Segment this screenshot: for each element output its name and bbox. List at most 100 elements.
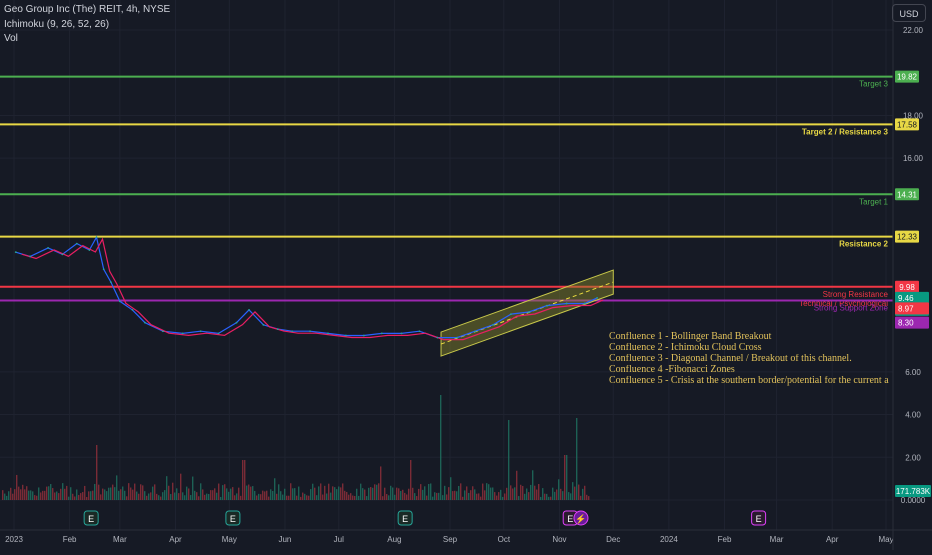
x-tick-label: Feb bbox=[63, 535, 77, 544]
volume-bar bbox=[460, 483, 462, 500]
volume-bar bbox=[264, 491, 266, 500]
volume-bar bbox=[312, 483, 314, 500]
volume-bar bbox=[244, 460, 246, 500]
volume-bar bbox=[544, 493, 546, 500]
price-tag bbox=[895, 316, 929, 329]
volume-bar bbox=[504, 493, 506, 500]
event-marker-label: E bbox=[402, 514, 408, 524]
volume-bar bbox=[526, 488, 528, 500]
volume-bar bbox=[178, 493, 180, 500]
currency-button[interactable]: USD bbox=[892, 4, 926, 22]
volume-bar bbox=[164, 490, 166, 500]
horizontal-levels: Target 3 Target 2 / Resistance 3 Target 1 R… bbox=[0, 75, 893, 312]
volume-bar bbox=[512, 488, 514, 500]
price-point bbox=[583, 302, 586, 305]
volume-bar bbox=[24, 489, 26, 500]
volume-bar bbox=[162, 492, 164, 500]
earnings-markers: E E E E ⚡ E bbox=[83, 510, 767, 526]
volume-bar bbox=[576, 418, 578, 500]
volume-bar bbox=[382, 496, 384, 500]
volume-bar bbox=[452, 491, 454, 500]
volume-bar bbox=[94, 483, 96, 500]
volume-bar bbox=[458, 485, 460, 500]
volume-bar bbox=[282, 494, 284, 500]
volume-bar bbox=[372, 487, 374, 500]
volume-bar bbox=[456, 491, 458, 500]
volume-bar bbox=[362, 488, 364, 500]
volume-bar bbox=[294, 488, 296, 500]
volume-bar bbox=[276, 493, 278, 500]
volume-bar bbox=[462, 496, 464, 500]
volume-bar bbox=[50, 484, 52, 500]
volume-bar bbox=[200, 483, 202, 500]
volume-bar bbox=[60, 488, 62, 500]
volume-label[interactable]: Vol bbox=[4, 33, 18, 44]
volume-bar bbox=[418, 488, 420, 500]
volume-bar bbox=[208, 493, 210, 500]
volume-bar bbox=[448, 487, 450, 500]
volume-bar bbox=[14, 489, 16, 500]
volume-bar bbox=[408, 488, 410, 500]
level-label: Resistance 2 bbox=[839, 240, 888, 249]
volume-bar bbox=[492, 487, 494, 500]
volume-bar bbox=[228, 491, 230, 500]
volume-bar bbox=[370, 487, 372, 500]
volume-bar bbox=[516, 470, 518, 500]
volume-bar bbox=[80, 493, 82, 500]
volume-bar bbox=[158, 495, 160, 500]
y-tick-label: 22.00 bbox=[903, 26, 924, 35]
volume-bar bbox=[412, 487, 414, 500]
volume-bar bbox=[222, 485, 224, 500]
x-tick-label: Mar bbox=[770, 535, 784, 544]
ichimoku-line bbox=[21, 237, 604, 341]
price-point bbox=[565, 302, 568, 305]
level-label: Target 2 / Resistance 3 bbox=[802, 127, 889, 136]
volume-bar bbox=[316, 495, 318, 500]
price-tag-label: 17.58 bbox=[897, 120, 918, 129]
event-marker-label: E bbox=[88, 514, 94, 524]
volume-bar bbox=[156, 493, 158, 500]
volume-bars bbox=[2, 395, 590, 500]
volume-bar bbox=[30, 490, 32, 500]
volume-bar bbox=[486, 483, 488, 500]
volume-bar bbox=[488, 484, 490, 500]
volume-bar bbox=[520, 484, 522, 500]
volume-bar bbox=[384, 487, 386, 500]
volume-bar bbox=[426, 495, 428, 500]
volume-bar bbox=[86, 496, 88, 500]
volume-bar bbox=[364, 489, 366, 500]
price-tag-label: 14.31 bbox=[897, 190, 918, 199]
x-tick-label: Aug bbox=[387, 535, 401, 544]
volume-bar bbox=[534, 485, 536, 500]
volume-bar bbox=[252, 486, 254, 500]
price-point bbox=[14, 251, 17, 254]
volume-bar bbox=[190, 495, 192, 500]
volume-bar bbox=[454, 490, 456, 500]
volume-bar bbox=[262, 490, 264, 500]
indicator-label[interactable]: Ichimoku (9, 26, 52, 26) bbox=[4, 19, 110, 30]
volume-bar bbox=[346, 491, 348, 500]
level-label: Strong Support Zone bbox=[814, 303, 889, 312]
volume-bar bbox=[66, 485, 68, 500]
x-tick-label: Dec bbox=[606, 535, 620, 544]
volume-bar bbox=[518, 496, 520, 500]
volume-bar bbox=[352, 495, 354, 500]
price-point bbox=[235, 321, 238, 324]
volume-bar bbox=[26, 486, 28, 500]
volume-bar bbox=[540, 496, 542, 500]
volume-bar bbox=[394, 494, 396, 500]
volume-bar bbox=[108, 487, 110, 500]
volume-bar bbox=[130, 487, 132, 500]
volume-bar bbox=[568, 492, 570, 500]
volume-bar bbox=[240, 495, 242, 500]
volume-bar bbox=[184, 495, 186, 500]
price-point bbox=[291, 330, 294, 333]
volume-bar bbox=[356, 488, 358, 500]
volume-bar bbox=[210, 490, 212, 500]
volume-bar bbox=[62, 483, 64, 500]
volume-bar bbox=[224, 484, 226, 500]
grid bbox=[0, 0, 893, 530]
